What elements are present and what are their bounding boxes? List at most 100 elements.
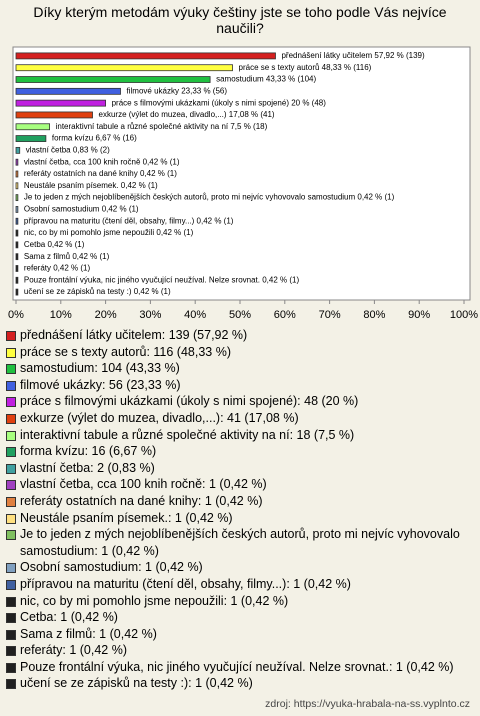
bar-label: samostudium 43,33 % (104) — [216, 75, 316, 84]
legend-swatch — [6, 662, 16, 673]
bar — [15, 123, 50, 131]
bar-label: přípravou na maturitu (čtení děl, obsahy… — [24, 216, 234, 225]
legend-swatch — [6, 364, 16, 375]
legend-item: přípravou na maturitu (čtení děl, obsahy… — [6, 576, 472, 593]
x-tick-label: 40% — [184, 309, 206, 321]
legend-label: referáty: 1 (0,42 %) — [20, 643, 127, 658]
bar-label: Neustále psaním písemek. 0,42 % (1) — [24, 181, 158, 190]
legend-swatch — [6, 513, 16, 524]
legend-label: Cetba: 1 (0,42 %) — [20, 610, 118, 625]
bar — [15, 135, 47, 142]
legend-item: filmové ukázky: 56 (23,33 %) — [6, 377, 472, 394]
chart-title: Díky kterým metodám výuky češtiny jste s… — [33, 4, 447, 36]
legend-swatch — [6, 646, 16, 657]
bar — [15, 87, 121, 95]
bar-label: filmové ukázky 23,33 % (56) — [127, 86, 228, 95]
legend-label: přednášení látky učitelem: 139 (57,92 %) — [20, 328, 248, 342]
x-tick-label: 90% — [408, 309, 430, 321]
legend-swatch — [6, 463, 16, 474]
bar — [15, 276, 19, 284]
legend-swatch — [6, 397, 16, 408]
legend-item: interaktivní tabule a různé společné akt… — [6, 427, 472, 444]
legend-label: Sama z filmů: 1 (0,42 %) — [20, 626, 157, 641]
bar-label: práce se s texty autorů 48,33 % (116) — [239, 63, 372, 72]
x-tick-label: 80% — [363, 309, 385, 321]
bar — [15, 229, 19, 237]
bar-label: Cetba 0,42 % (1) — [24, 240, 85, 249]
legend-item: učení se ze zápisků na testy :): 1 (0,42… — [6, 675, 472, 692]
legend-label: práce s filmovými ukázkami (úkoly s nimi… — [20, 394, 359, 409]
bar — [15, 99, 106, 107]
legend-label: interaktivní tabule a různé společné akt… — [20, 427, 355, 442]
legend-item: referáty: 1 (0,42 %) — [6, 642, 472, 659]
legend-swatch — [6, 447, 16, 458]
legend-swatch — [6, 331, 16, 341]
bar-label: Pouze frontální výuka, nic jiného vyučuj… — [24, 275, 300, 284]
legend-item: Neustále psaním písemek.: 1 (0,42 %) — [6, 510, 472, 527]
legend-label: forma kvízu: 16 (6,67 %) — [20, 444, 157, 459]
legend-label: učení se ze zápisků na testy :): 1 (0,42… — [20, 676, 253, 691]
bar — [15, 64, 233, 72]
legend-swatch — [6, 430, 16, 441]
bar — [15, 217, 19, 225]
legend-item: Cetba: 1 (0,42 %) — [6, 609, 472, 626]
bar — [15, 158, 19, 166]
legend-swatch — [6, 629, 16, 640]
legend-label: Osobní samostudium: 1 (0,42 %) — [20, 560, 203, 575]
legend-swatch — [6, 413, 16, 424]
legend-item: přednášení látky učitelem: 139 (57,92 %) — [6, 327, 472, 344]
legend-label: samostudium: 104 (43,33 %) — [20, 361, 180, 376]
legend-swatch — [6, 613, 16, 624]
x-tick-label: 0% — [8, 309, 24, 321]
legend-swatch — [6, 380, 16, 391]
chart: 0% 10% 20% 30% 40% 50% 60% 70% 80% 90% 100% přednáš… — [8, 46, 478, 321]
legend-swatch — [6, 579, 16, 590]
legend-swatch — [6, 563, 16, 574]
bar-label: Osobní samostudium 0,42 % (1) — [24, 205, 139, 214]
legend-swatch — [6, 496, 16, 507]
legend-label: Pouze frontální výuka, nic jiného vyučuj… — [20, 659, 454, 674]
bar — [15, 241, 19, 249]
legend-label: nic, co by mi pomohlo jsme nepoužili: 1 … — [20, 593, 289, 608]
legend-item: forma kvízu: 16 (6,67 %) — [6, 443, 472, 460]
legend-item: referáty ostatních na dané knihy: 1 (0,4… — [6, 493, 472, 510]
legend-label: referáty ostatních na dané knihy: 1 (0,4… — [20, 493, 263, 508]
legend-label: práce se s texty autorů: 116 (48,33 %) — [20, 344, 231, 359]
legend-item: nic, co by mi pomohlo jsme nepoužili: 1 … — [6, 593, 472, 610]
legend-item: exkurze (výlet do muzea, divadlo,...): 4… — [6, 410, 472, 427]
bar — [15, 170, 19, 178]
bar-label: forma kvízu 6,67 % (16) — [52, 134, 137, 143]
legend-item: samostudium: 104 (43,33 %) — [6, 360, 472, 377]
legend-label: filmové ukázky: 56 (23,33 %) — [20, 377, 181, 392]
legend-item: Osobní samostudium: 1 (0,42 %) — [6, 559, 472, 576]
legend: přednášení látky učitelem: 139 (57,92 %)… — [6, 327, 472, 692]
legend-label: vlastní četba: 2 (0,83 %) — [20, 460, 155, 475]
legend-swatch — [6, 347, 16, 358]
legend-item: vlastní četba, cca 100 knih ročně: 1 (0,… — [6, 476, 472, 493]
bar — [15, 265, 19, 272]
legend-item: Sama z filmů: 1 (0,42 %) — [6, 626, 472, 643]
bar-label: práce s filmovými ukázkami (úkoly s nimi… — [112, 98, 327, 107]
bar — [15, 253, 19, 261]
legend-label: přípravou na maturitu (čtení děl, obsahy… — [20, 576, 351, 591]
bar-label: interaktivní tabule a různé společné akt… — [56, 122, 268, 131]
bar — [15, 206, 19, 213]
legend-swatch — [6, 679, 16, 690]
bar-label: přednášení látky učitelem 57,92 % (139) — [281, 51, 425, 60]
legend-label: Neustále psaním písemek.: 1 (0,42 %) — [20, 510, 233, 525]
x-tick-label: 10% — [50, 309, 72, 321]
legend-label: exkurze (výlet do muzea, divadlo,...): 4… — [20, 410, 299, 425]
bar-label: Sama z filmů 0,42 % (1) — [24, 252, 110, 261]
bar — [15, 194, 19, 202]
bar — [15, 288, 19, 296]
x-tick-label: 60% — [274, 309, 296, 321]
legend-swatch — [6, 596, 16, 607]
legend-label: vlastní četba, cca 100 knih ročně: 1 (0,… — [20, 477, 267, 492]
legend-item: práce se s texty autorů: 116 (48,33 %) — [6, 344, 472, 361]
x-tick-label: 50% — [229, 309, 251, 321]
bar — [15, 182, 19, 190]
bar-label: referáty 0,42 % (1) — [24, 264, 91, 273]
bar-label: referáty ostatních na dané knihy 0,42 % … — [24, 169, 177, 178]
legend-swatch — [6, 530, 16, 541]
